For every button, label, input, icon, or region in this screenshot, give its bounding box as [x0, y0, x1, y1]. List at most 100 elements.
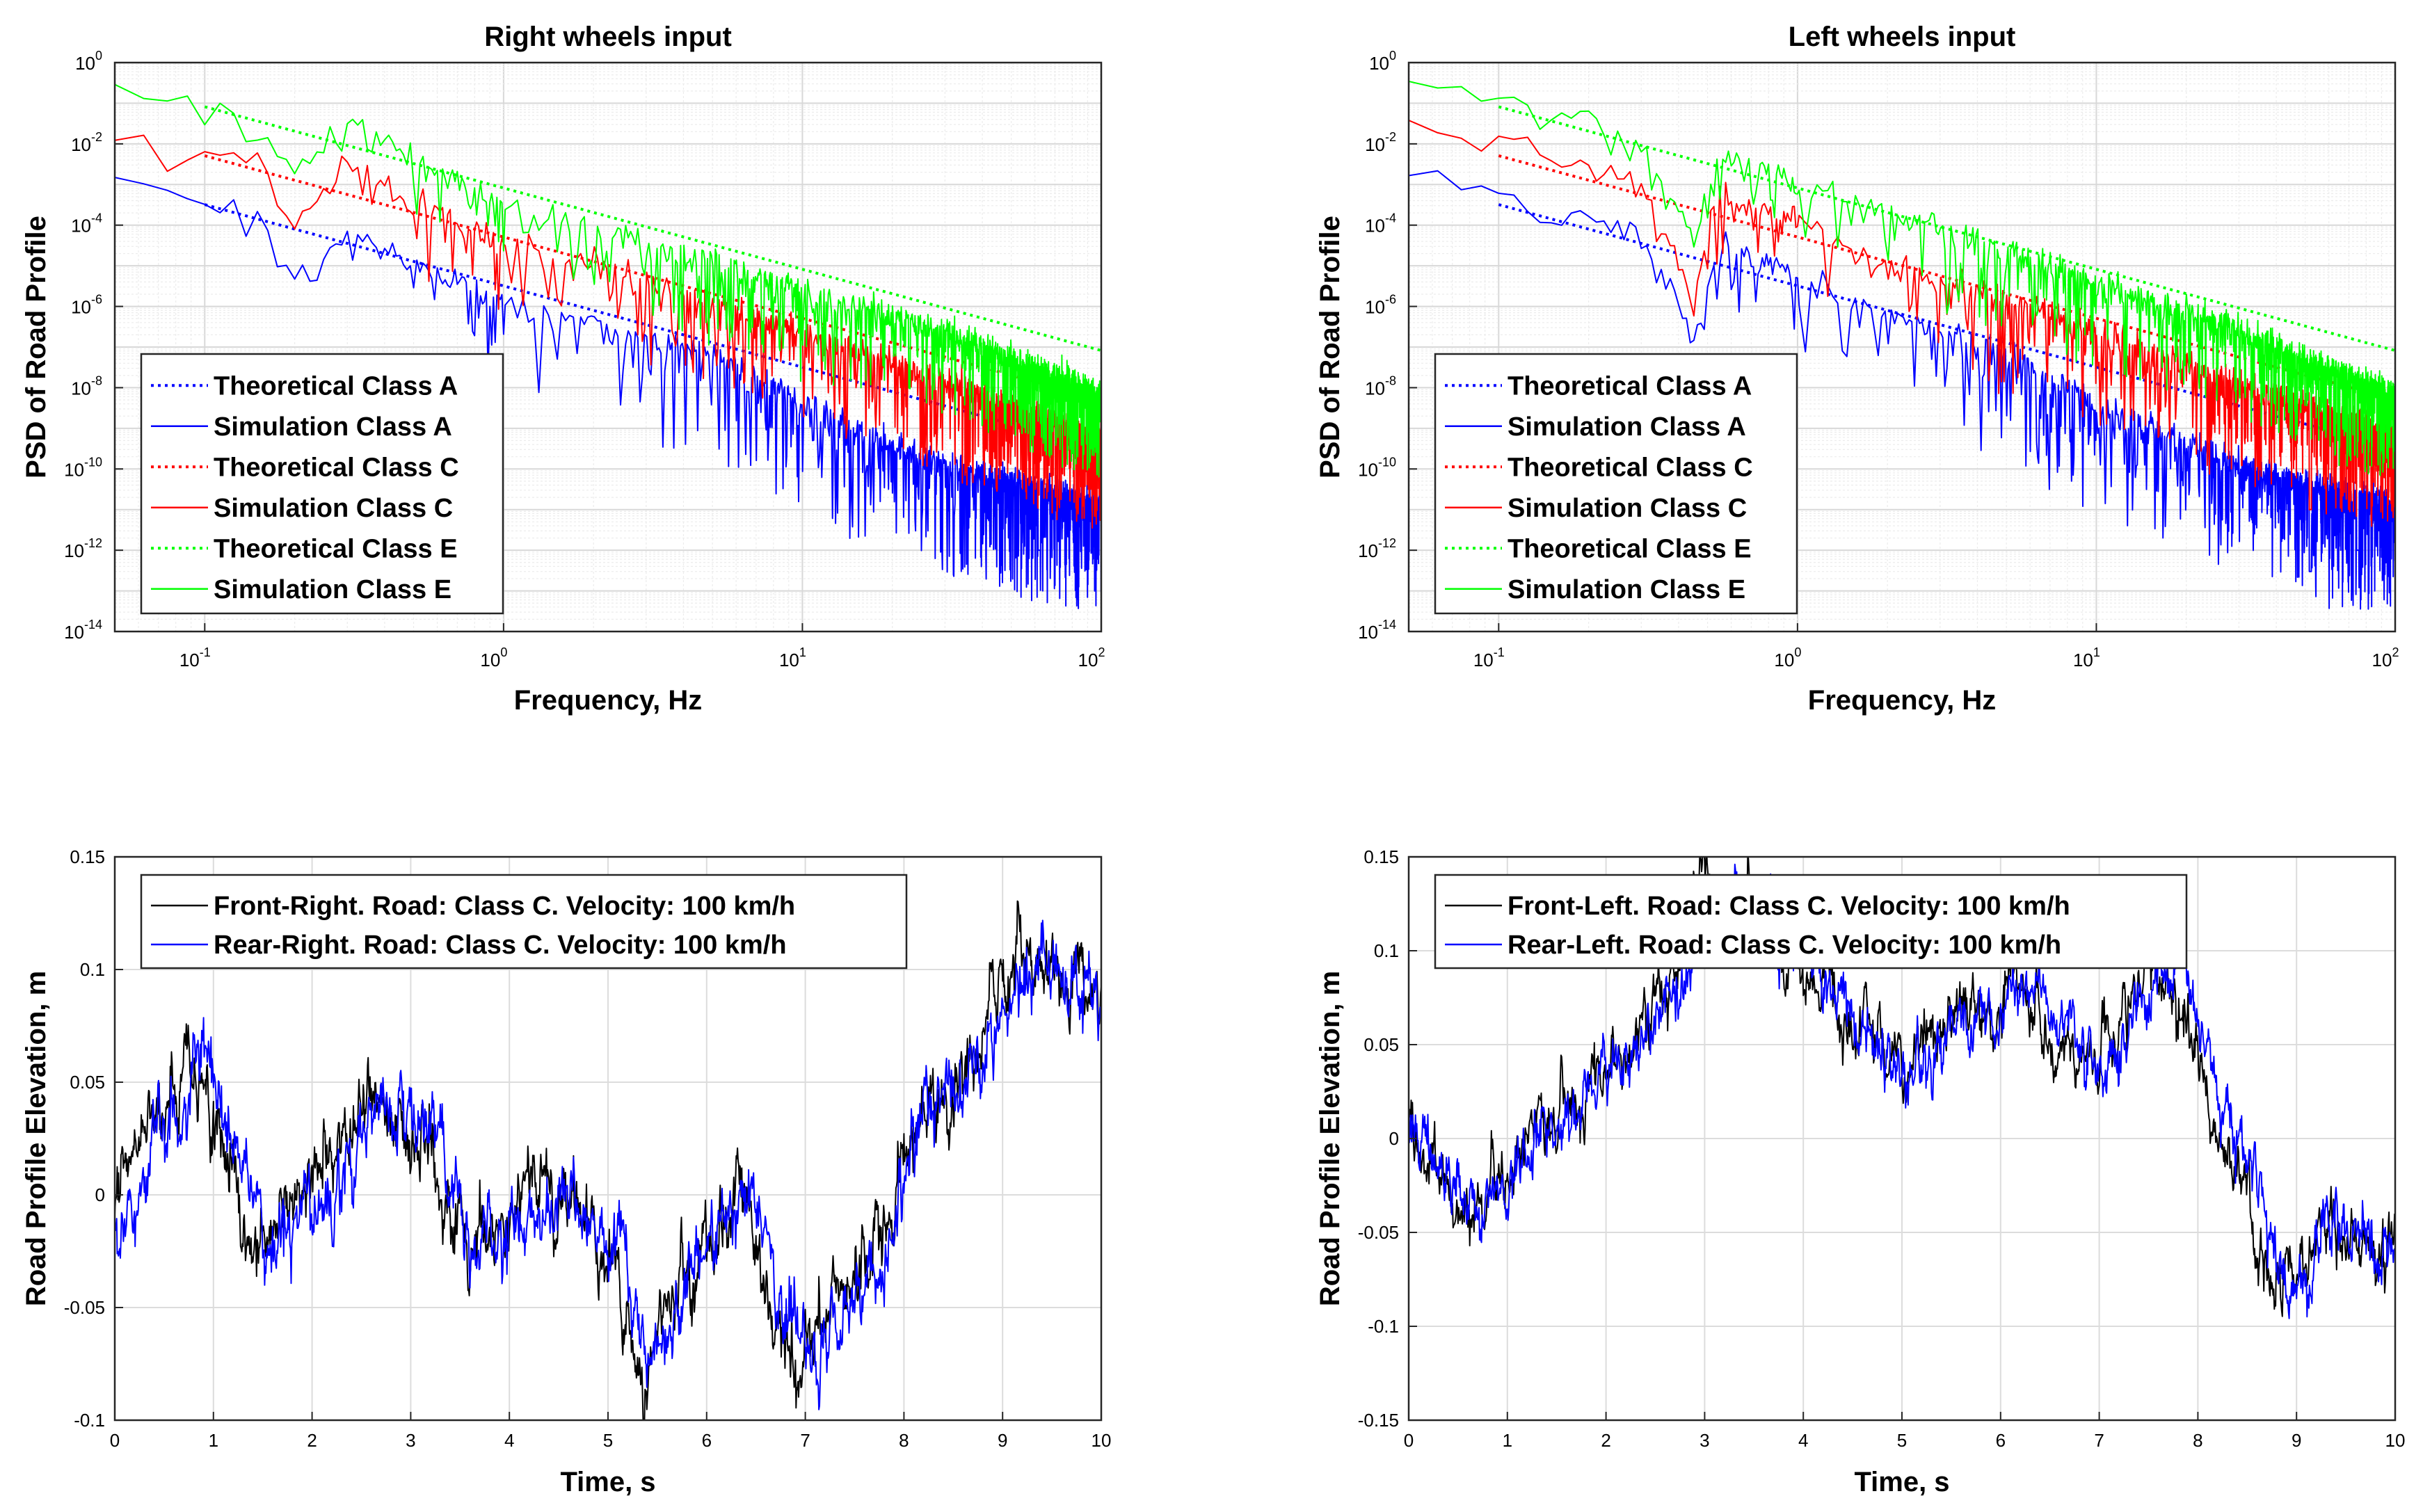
series-group [1409, 857, 2395, 1319]
legend: Front-Left. Road: Class C. Velocity: 100… [1434, 874, 2188, 970]
y-tick-label: 100 [75, 49, 102, 74]
y-tick-label: -0.1 [74, 1410, 105, 1431]
x-tick-label: 10-1 [1473, 645, 1505, 670]
axes-frame [113, 61, 1103, 633]
series-group [115, 83, 1101, 609]
y-tick-label: 0.1 [1374, 940, 1399, 961]
x-tick-label: 8 [899, 1430, 909, 1451]
x-tick-label: 2 [1601, 1430, 1610, 1451]
y-tick-label: 0.05 [70, 1072, 105, 1093]
x-axis-label: Time, s [1854, 1467, 1949, 1497]
legend-entry: Front-Left. Road: Class C. Velocity: 100… [1508, 892, 2070, 921]
legend-box [140, 874, 908, 970]
x-tick-label: 102 [2372, 645, 2399, 670]
x-tick-label: 2 [307, 1430, 317, 1451]
y-tick-label: 10-10 [1358, 455, 1396, 480]
legend-box [1434, 353, 1798, 615]
subplot-3: 0 1 2 3 4 5 6 7 8 9 10 0.15 0.1 0.05 0 -0.05 -0.1 Time, s… [21, 846, 1111, 1497]
legend-entry: Simulation Class C [1508, 494, 1747, 523]
x-tick-label: 6 [702, 1430, 712, 1451]
subplot-1: 10-1 100 101 102 100 10-2 10-4 10-6 10-8 10-10 10-… [21, 22, 1105, 716]
x-tick-label: 102 [1078, 645, 1105, 670]
x-axis-label: Time, s [560, 1467, 655, 1497]
legend-entry: Theoretical Class C [1508, 453, 1753, 482]
x-tick-label: 5 [1897, 1430, 1907, 1451]
axes-frame [1407, 61, 2397, 633]
y-tick-label: 0 [1389, 1128, 1399, 1149]
legend-entry: Theoretical Class C [214, 453, 459, 482]
series-group [115, 900, 1101, 1420]
y-axis-label: Road Profile Elevation, m [1315, 971, 1345, 1306]
x-tick-label: 9 [998, 1430, 1007, 1451]
x-tick-label: 101 [779, 645, 806, 670]
series-line-simulation-class-e [115, 83, 1101, 478]
tick-labels: 10-1 100 101 102 100 10-2 10-4 10-6 10-8 10-10 10-… [1358, 49, 2399, 670]
y-tick-label: 10-4 [71, 211, 102, 236]
legend-entry: Theoretical Class E [214, 534, 458, 563]
x-tick-label: 100 [1774, 645, 1801, 670]
chart-title: Right wheels input [484, 22, 732, 52]
x-tick-label: 10 [1091, 1430, 1112, 1451]
series-line-rear-left-road-class-c-velocity-100-km-h [1409, 863, 2395, 1319]
legend-entry: Theoretical Class A [214, 371, 458, 401]
x-tick-label: 100 [480, 645, 507, 670]
legend-entry: Simulation Class E [214, 575, 451, 604]
legend-entry: Simulation Class C [214, 494, 453, 523]
x-tick-label: 7 [2094, 1430, 2104, 1451]
subplot-4: 0 1 2 3 4 5 6 7 8 9 10 0.15 0.1 0.05 0 -0.05 -0.1 -0.15 Ti… [1315, 846, 2406, 1497]
y-tick-label: 0.05 [1364, 1034, 1399, 1055]
x-tick-label: 5 [603, 1430, 613, 1451]
x-tick-label: 1 [1503, 1430, 1512, 1451]
y-tick-label: 10-12 [1358, 536, 1396, 561]
subplot-2: 10-1 100 101 102 100 10-2 10-4 10-6 10-8 10-10 10-… [1315, 22, 2399, 716]
legend-entry: Rear-Right. Road: Class C. Velocity: 100… [214, 931, 787, 960]
y-tick-label: -0.05 [1358, 1222, 1399, 1243]
y-tick-label: 10-14 [64, 618, 102, 643]
x-tick-label: 10-1 [179, 645, 211, 670]
tick-labels: 10-1 100 101 102 100 10-2 10-4 10-6 10-8 10-10 10-… [64, 49, 1105, 670]
series-line-rear-right-road-class-c-velocity-100-km-h [115, 919, 1101, 1410]
series-line-theoretical-class-e [204, 105, 1101, 352]
legend-entry: Simulation Class E [1508, 575, 1745, 604]
x-tick-label: 101 [2073, 645, 2100, 670]
x-tick-label: 0 [1404, 1430, 1414, 1451]
y-tick-label: 10-2 [1365, 130, 1396, 155]
x-tick-label: 10 [2385, 1430, 2406, 1451]
y-axis-label: PSD of Road Profile [21, 216, 51, 478]
legend-entry: Simulation Class A [1508, 412, 1746, 442]
x-tick-label: 6 [1996, 1430, 2006, 1451]
x-tick-label: 0 [110, 1430, 120, 1451]
y-tick-label: -0.05 [64, 1297, 105, 1318]
y-tick-label: -0.1 [1368, 1316, 1399, 1337]
y-tick-label: 10-8 [1365, 373, 1396, 399]
series-line-simulation-class-a [1409, 170, 2395, 610]
legend-entry: Simulation Class A [214, 412, 452, 442]
legend-entry: Front-Right. Road: Class C. Velocity: 10… [214, 892, 795, 921]
legend: Theoretical Class A Simulation Class A The… [1434, 353, 1798, 615]
series-line-theoretical-class-e [1498, 105, 2395, 352]
x-tick-label: 1 [209, 1430, 218, 1451]
x-tick-label: 7 [800, 1430, 810, 1451]
chart-title: Left wheels input [1789, 22, 2016, 52]
legend-entry: Rear-Left. Road: Class C. Velocity: 100 … [1508, 931, 2061, 960]
y-tick-label: 0.15 [1364, 846, 1399, 867]
x-axis-label: Frequency, Hz [514, 685, 702, 716]
tick-labels: 0 1 2 3 4 5 6 7 8 9 10 0.15 0.1 0.05 0 -0.05 -0.1 [64, 846, 1112, 1451]
y-tick-label: 10-8 [71, 373, 102, 399]
legend: Theoretical Class A Simulation Class A The… [140, 353, 504, 615]
legend-box [140, 353, 504, 615]
y-tick-label: 10-12 [64, 536, 102, 561]
x-tick-label: 3 [406, 1430, 415, 1451]
y-tick-label: 100 [1369, 49, 1396, 74]
legend-entry: Theoretical Class E [1508, 534, 1752, 563]
y-tick-label: 0.15 [70, 846, 105, 867]
y-axis-label: Road Profile Elevation, m [21, 971, 51, 1306]
x-tick-label: 4 [504, 1430, 514, 1451]
y-tick-label: -0.15 [1358, 1410, 1399, 1431]
y-tick-label: 10-2 [71, 130, 102, 155]
x-tick-label: 9 [2292, 1430, 2301, 1451]
y-tick-label: 0 [95, 1184, 105, 1205]
tick-labels: 0 1 2 3 4 5 6 7 8 9 10 0.15 0.1 0.05 0 -0.05 -0.1 -0.15 [1358, 846, 2406, 1451]
x-tick-label: 8 [2193, 1430, 2202, 1451]
